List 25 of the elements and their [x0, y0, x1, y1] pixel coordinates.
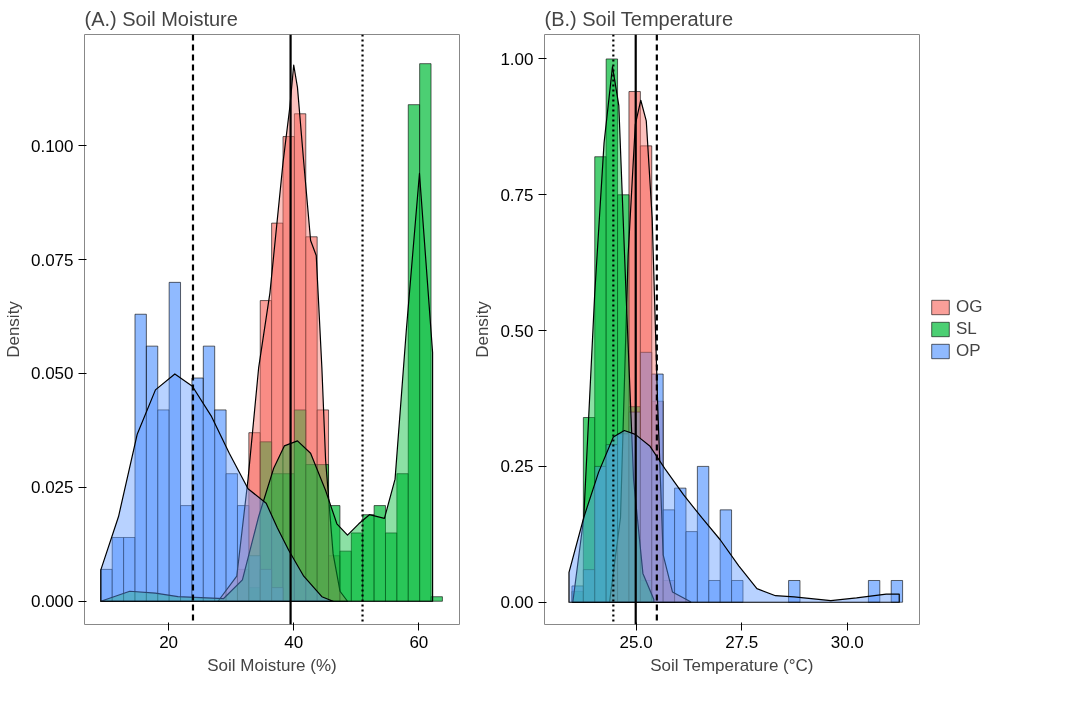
y-tick-label: 0.050 — [30, 364, 74, 384]
y-tick-label: 0.25 — [500, 457, 534, 477]
x-tick-label: 20 — [159, 632, 179, 652]
y-tick-label: 0.100 — [30, 136, 74, 156]
x-tick-label: 27.5 — [725, 632, 759, 652]
y-tick-label: 0.50 — [500, 321, 534, 341]
y-tick-label: 0.000 — [30, 592, 74, 612]
chart-title: (B.) Soil Temperature — [544, 7, 734, 30]
y-tick-label: 0.00 — [500, 593, 534, 613]
x-tick-label: 25.0 — [619, 632, 653, 652]
legend-label: OP — [956, 341, 981, 361]
legend-label: OG — [956, 297, 983, 317]
y-tick-label: 1.00 — [500, 49, 534, 69]
chart-title: (A.) Soil Moisture — [84, 7, 238, 30]
y-tick-label: 0.025 — [30, 478, 74, 498]
x-tick-label: 60 — [409, 632, 429, 652]
y-tick-label: 0.75 — [500, 185, 534, 205]
y-axis-title: Density — [3, 300, 23, 358]
x-axis-title: Soil Moisture (%) — [207, 655, 337, 675]
x-tick-label: 40 — [284, 632, 304, 652]
legend-label: SL — [956, 319, 977, 339]
y-axis-title: Density — [473, 300, 493, 358]
y-tick-label: 0.075 — [30, 250, 74, 270]
x-axis-title: Soil Temperature (°C) — [650, 655, 814, 675]
x-tick-label: 30.0 — [830, 632, 864, 652]
